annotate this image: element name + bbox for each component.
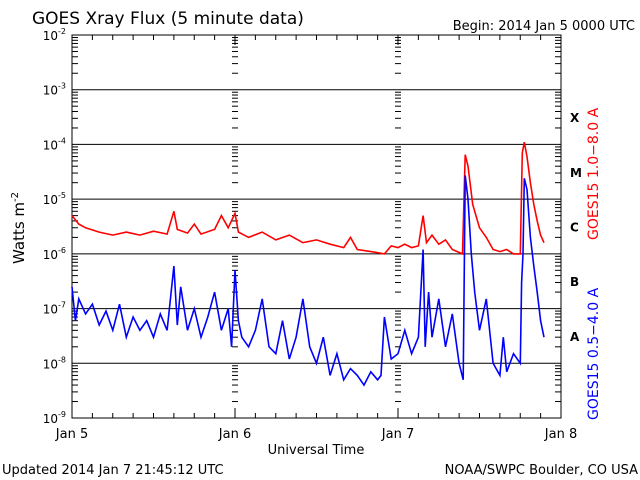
y-tick-base: 10: [43, 138, 58, 152]
legend-long: GOES15 1.0−8.0 A: [586, 107, 602, 240]
legend-short-text: GOES15 0.5−4.0 A: [586, 287, 602, 420]
y-tick-label: 10-7: [43, 301, 66, 317]
y-tick-base: 10: [43, 84, 58, 98]
y-tick-label: 10-8: [43, 355, 66, 371]
y-tick-base: 10: [43, 248, 58, 262]
x-axis-label: Universal Time: [268, 443, 365, 458]
y-tick-exp: -8: [58, 355, 66, 364]
begin-label: Begin: 2014 Jan 5 0000 UTC: [453, 19, 635, 34]
y-axis-label-text: Watts m: [10, 202, 28, 264]
y-tick-label: 10-4: [43, 136, 66, 152]
x-tick-label: Jan 6: [218, 427, 251, 442]
y-tick-base: 10: [43, 303, 58, 317]
y-axis-label: Watts m-2: [10, 192, 28, 264]
legend-short: GOES15 0.5−4.0 A: [586, 287, 602, 420]
flare-class-label: C: [570, 221, 579, 235]
flare-class-label: M: [570, 166, 582, 180]
y-tick-label: 10-6: [43, 246, 66, 262]
y-tick-exp: -2: [58, 27, 66, 36]
series-short-line: [71, 175, 545, 387]
y-tick-exp: -9: [58, 410, 66, 419]
y-tick-label: 10-5: [43, 191, 66, 207]
x-tick-label: Jan 5: [55, 427, 88, 442]
y-tick-base: 10: [43, 193, 58, 207]
y-tick-exp: -3: [58, 82, 66, 91]
y-tick-label: 10-9: [43, 410, 66, 426]
flare-class-label: A: [570, 330, 580, 344]
svg-text:Watts m-2: Watts m-2: [10, 192, 28, 264]
flare-class-label: X: [570, 111, 580, 125]
y-tick-base: 10: [43, 412, 58, 426]
x-tick-label: Jan 8: [544, 427, 577, 442]
source-credit: NOAA/SWPC Boulder, CO USA: [445, 463, 638, 478]
y-tick-exp: -4: [58, 136, 66, 145]
y-tick-label: 10-3: [43, 82, 66, 98]
y-tick-exp: -7: [58, 301, 66, 310]
y-tick-base: 10: [43, 357, 58, 371]
y-tick-exp: -6: [58, 246, 66, 255]
y-tick-exp: -5: [58, 191, 66, 200]
legend-long-text: GOES15 1.0−8.0 A: [586, 107, 602, 240]
y-tick-base: 10: [43, 29, 58, 43]
y-tick-label: 10-2: [43, 27, 66, 43]
series-long-line: [71, 142, 545, 256]
chart-title: GOES Xray Flux (5 minute data): [32, 9, 304, 29]
flare-class-label: B: [570, 275, 579, 289]
x-tick-label: Jan 7: [381, 427, 414, 442]
y-axis-label-sup: -2: [10, 192, 21, 202]
updated-timestamp: Updated 2014 Jan 7 21:45:12 UTC: [2, 463, 224, 478]
